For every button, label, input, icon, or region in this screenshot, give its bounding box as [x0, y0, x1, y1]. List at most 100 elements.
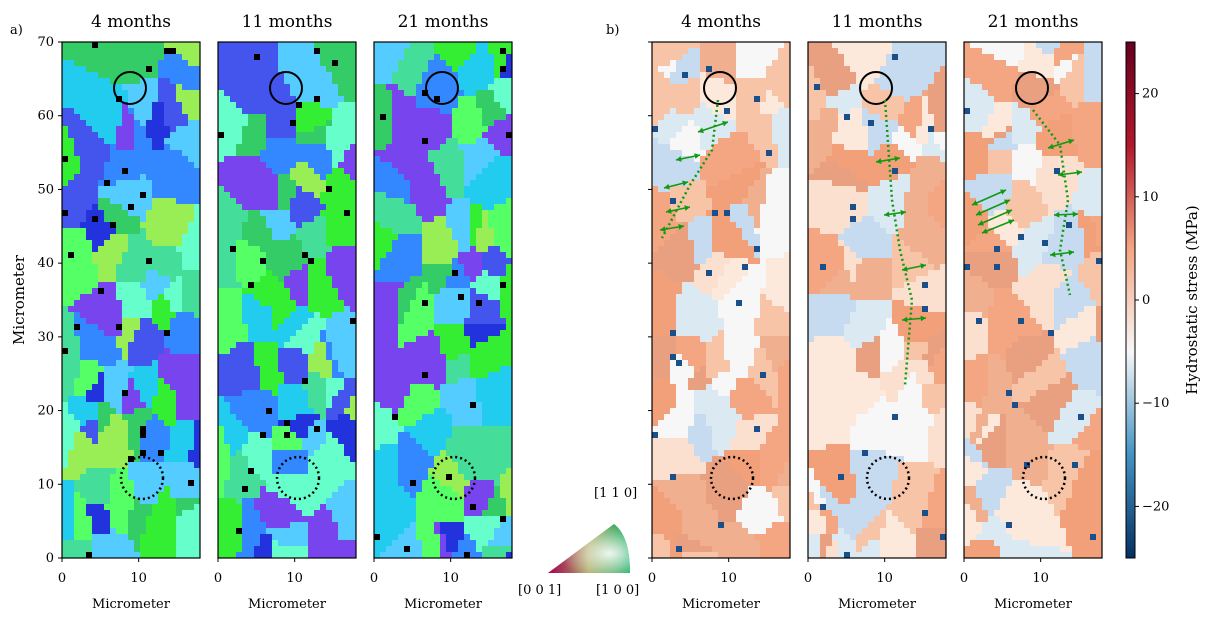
map-cell	[104, 180, 110, 186]
map-cell	[152, 396, 158, 402]
map-cell	[314, 444, 320, 450]
map-cell	[422, 54, 428, 60]
map-cell	[476, 222, 482, 228]
map-cell	[416, 156, 422, 162]
map-cell	[350, 72, 356, 78]
map-cell	[242, 378, 248, 384]
map-cell	[92, 294, 98, 300]
map-cell	[194, 366, 200, 372]
map-cell	[302, 162, 308, 168]
map-cell	[140, 360, 146, 366]
map-cell	[296, 168, 302, 174]
map-cell	[62, 342, 68, 348]
map-cell	[140, 450, 146, 456]
map-cell	[122, 504, 128, 510]
map-cell	[62, 408, 68, 414]
map-cell	[290, 258, 296, 264]
map-cell	[290, 510, 296, 516]
map-cell	[254, 390, 260, 396]
map-cell	[386, 126, 392, 132]
map-cell	[254, 426, 260, 432]
map-cell	[296, 492, 302, 498]
map-cell	[140, 126, 146, 132]
map-cell	[98, 204, 104, 210]
map-cell	[110, 522, 116, 528]
map-cell	[452, 168, 458, 174]
map-cell	[488, 126, 494, 132]
map-cell	[260, 108, 266, 114]
map-cell	[272, 126, 278, 132]
map-cell	[266, 372, 272, 378]
map-cell	[500, 162, 506, 168]
map-cell	[104, 360, 110, 366]
map-cell	[302, 66, 308, 72]
map-cell	[434, 54, 440, 60]
map-cell	[320, 114, 326, 120]
map-cell	[320, 270, 326, 276]
map-cell	[140, 540, 146, 546]
map-cell	[194, 462, 200, 468]
map-cell	[278, 90, 284, 96]
map-cell	[506, 138, 512, 144]
ipf-key: [1 1 0] [0 0 1] [1 0 0]	[518, 486, 639, 598]
map-cell	[314, 522, 320, 528]
map-cell	[332, 348, 338, 354]
map-cell	[350, 180, 356, 186]
map-cell	[62, 498, 68, 504]
map-cell	[464, 72, 470, 78]
map-cell	[164, 450, 170, 456]
map-cell	[380, 156, 386, 162]
map-cell	[104, 330, 110, 336]
map-cell	[152, 108, 158, 114]
map-cell	[218, 552, 224, 558]
map-cell	[110, 210, 116, 216]
map-cell	[188, 318, 194, 324]
map-cell	[116, 552, 122, 558]
map-cell	[332, 396, 338, 402]
y-tick-label: 70	[37, 35, 54, 50]
map-cell	[308, 108, 314, 114]
map-cell	[404, 42, 410, 48]
map-cell	[332, 318, 338, 324]
map-cell	[122, 522, 128, 528]
map-cell	[290, 546, 296, 552]
map-cell	[224, 192, 230, 198]
map-cell	[236, 552, 242, 558]
map-cell	[188, 90, 194, 96]
map-cell	[224, 186, 230, 192]
map-cell	[464, 156, 470, 162]
map-cell	[194, 42, 200, 48]
map-cell	[218, 174, 224, 180]
map-cell	[62, 288, 68, 294]
map-cell	[170, 504, 176, 510]
map-cell	[194, 48, 200, 54]
map-cell	[320, 246, 326, 252]
map-cell	[314, 174, 320, 180]
map-cell	[260, 102, 266, 108]
map-cell	[74, 366, 80, 372]
map-cell	[350, 66, 356, 72]
map-cell	[110, 378, 116, 384]
map-cell	[380, 222, 386, 228]
map-cell	[302, 534, 308, 540]
map-cell	[374, 72, 380, 78]
map-cell	[122, 312, 128, 318]
map-cell	[320, 390, 326, 396]
map-cell	[92, 240, 98, 246]
map-cell	[320, 342, 326, 348]
map-cell	[182, 252, 188, 258]
map-cell	[482, 108, 488, 114]
map-cell	[428, 216, 434, 222]
map-cell	[110, 360, 116, 366]
map-cell	[428, 240, 434, 246]
map-cell	[350, 450, 356, 456]
map-cell	[128, 252, 134, 258]
map-cell	[248, 468, 254, 474]
map-cell	[236, 126, 242, 132]
map-cell	[218, 528, 224, 534]
map-cell	[62, 360, 68, 366]
map-cell	[488, 144, 494, 150]
map-cell	[74, 396, 80, 402]
map-cell	[242, 192, 248, 198]
map-cell	[404, 60, 410, 66]
